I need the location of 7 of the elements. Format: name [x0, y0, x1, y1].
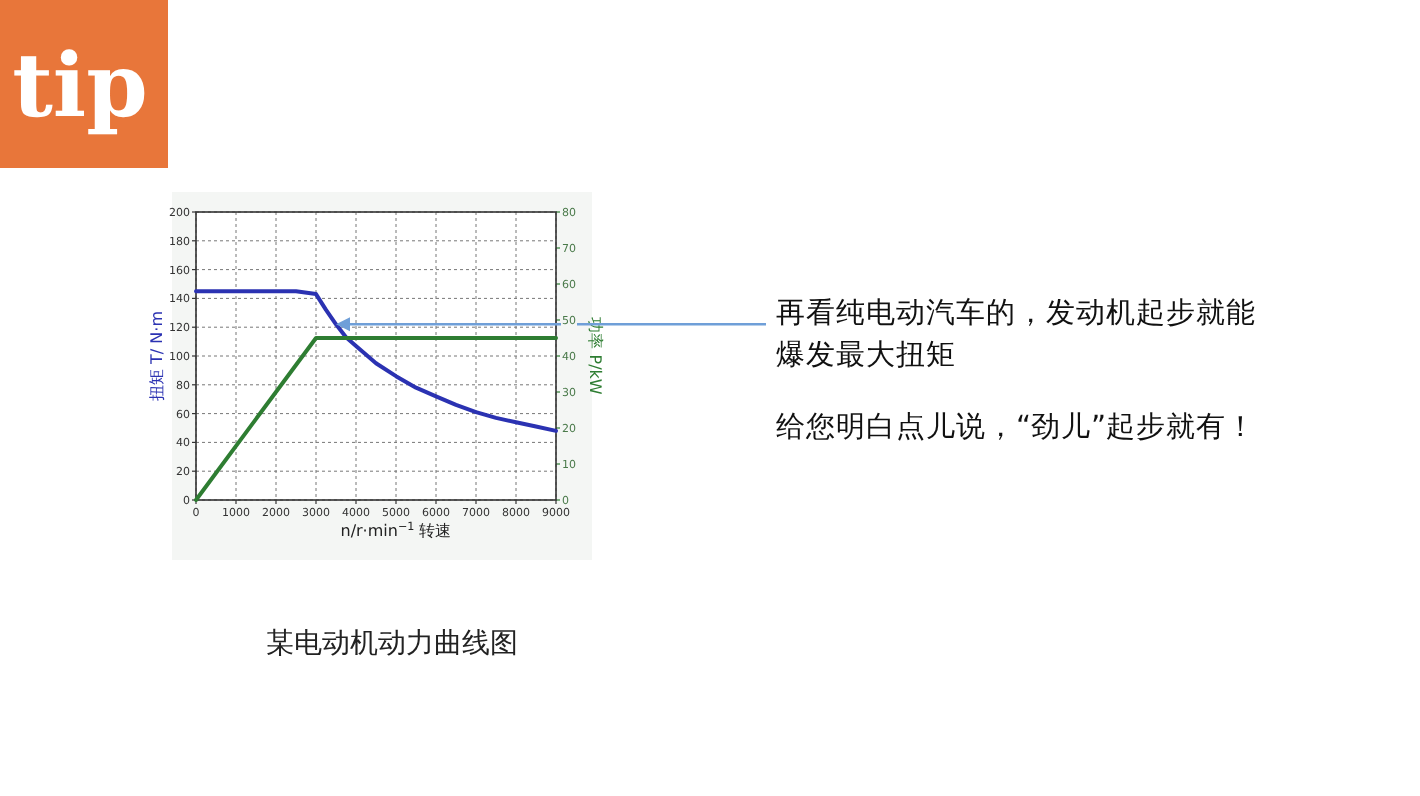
text: 给您明白点儿说，“劲儿”起步就有！	[776, 410, 1257, 444]
x-axis-title: n/r·min$^{−1}$ 转速	[340, 520, 452, 540]
y-axis-title: 扭矩 T/ N·m	[148, 310, 166, 401]
line-series	[194, 289, 558, 433]
text: tip	[12, 36, 148, 138]
text: 某电动机动力曲线图	[266, 628, 518, 660]
annotation: 再看纯电动汽车的，发动机起步就能爆发最大扭矩	[776, 296, 1256, 372]
